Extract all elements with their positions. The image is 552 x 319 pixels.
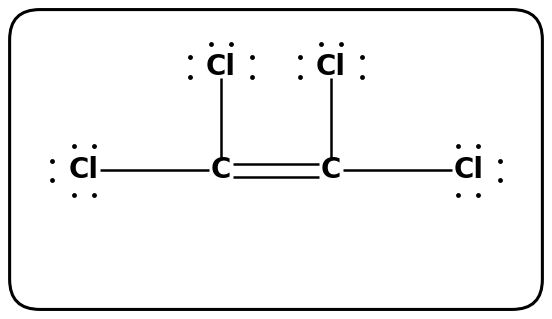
- FancyBboxPatch shape: [9, 10, 543, 309]
- Text: C: C: [321, 156, 341, 184]
- Text: C: C: [211, 156, 231, 184]
- Text: Cl: Cl: [316, 53, 346, 81]
- Text: Cl: Cl: [453, 156, 483, 184]
- Text: Cl: Cl: [69, 156, 99, 184]
- Text: Cl: Cl: [206, 53, 236, 81]
